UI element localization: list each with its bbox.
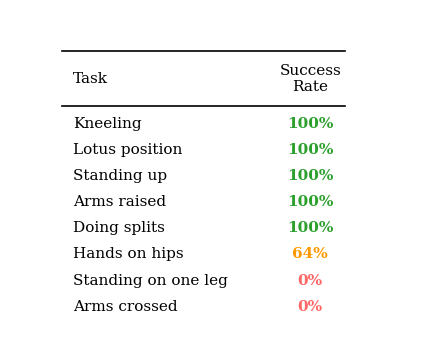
Text: 100%: 100%: [287, 143, 333, 157]
Text: 100%: 100%: [287, 116, 333, 131]
Text: Arms crossed: Arms crossed: [73, 300, 177, 314]
Text: Doing splits: Doing splits: [73, 221, 165, 235]
Text: 100%: 100%: [287, 221, 333, 235]
Text: Hands on hips: Hands on hips: [73, 247, 183, 261]
Text: Task: Task: [73, 72, 108, 86]
Text: 100%: 100%: [287, 195, 333, 209]
Text: 0%: 0%: [297, 274, 323, 287]
Text: 64%: 64%: [292, 247, 328, 261]
Text: Kneeling: Kneeling: [73, 116, 141, 131]
Text: 100%: 100%: [287, 169, 333, 183]
Text: Success
Rate: Success Rate: [279, 64, 341, 94]
Text: Arms raised: Arms raised: [73, 195, 166, 209]
Text: Standing up: Standing up: [73, 169, 167, 183]
Text: Lotus position: Lotus position: [73, 143, 182, 157]
Text: 0%: 0%: [297, 300, 323, 314]
Text: Standing on one leg: Standing on one leg: [73, 274, 228, 287]
